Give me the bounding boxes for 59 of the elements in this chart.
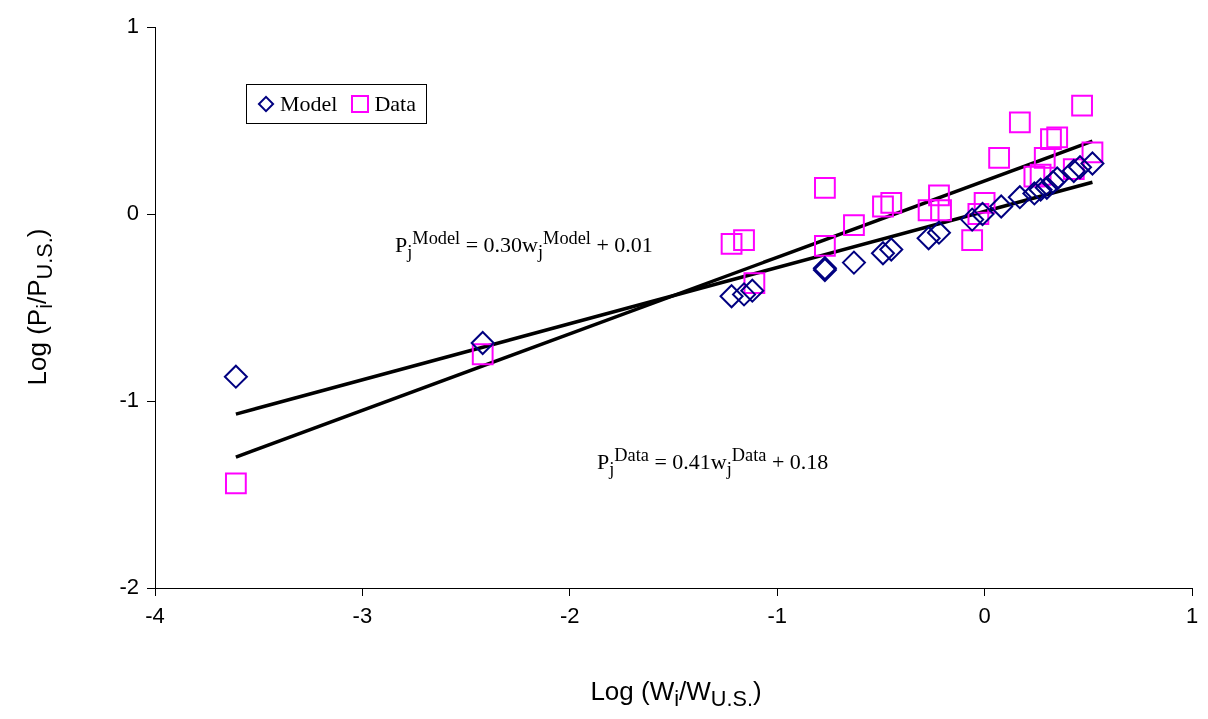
point xyxy=(841,250,866,275)
point xyxy=(928,184,950,207)
point xyxy=(926,220,951,245)
x-tick-label: 0 xyxy=(978,603,991,629)
point xyxy=(1071,94,1093,117)
point xyxy=(224,472,247,495)
point xyxy=(733,229,755,252)
point xyxy=(880,191,903,214)
point xyxy=(1040,128,1062,151)
point xyxy=(970,202,995,226)
y-tick-label: 0 xyxy=(126,200,139,226)
annotation: P$_{j}$$^{Data}$ = 0.41w$_{j}$$^{Data}$ + 0.18 xyxy=(597,445,829,480)
x-tick-label: -2 xyxy=(560,603,580,629)
point xyxy=(989,194,1014,219)
annotation: P$_{j}$$^{Model}$ = 0.30w$_{j}$$^{Model}$ + 0.01 xyxy=(395,228,653,263)
legend-label: Data xyxy=(374,91,416,117)
point xyxy=(223,364,248,389)
x-tick-label: -4 xyxy=(145,603,165,629)
point xyxy=(917,199,940,222)
x-axis-title: Log (W$_{i}$/W$_{U.S.}$) xyxy=(590,676,762,713)
point xyxy=(743,272,766,295)
point xyxy=(1029,163,1052,186)
point xyxy=(973,191,996,214)
point xyxy=(1046,126,1069,149)
point xyxy=(1034,175,1059,200)
point xyxy=(1068,155,1092,180)
point xyxy=(1081,141,1104,164)
point xyxy=(720,233,743,255)
point xyxy=(1033,147,1056,169)
y-tick-label: 1 xyxy=(126,13,139,39)
point xyxy=(814,234,836,257)
y-tick-label: -2 xyxy=(119,574,139,600)
point xyxy=(872,195,894,218)
point xyxy=(1080,151,1105,176)
point xyxy=(870,241,895,266)
legend-label: Model xyxy=(280,91,338,117)
point xyxy=(732,282,757,307)
point xyxy=(1028,177,1053,202)
point xyxy=(719,284,744,309)
point xyxy=(988,147,1011,169)
x-tick-label: -3 xyxy=(352,603,373,629)
x-tick-label: 1 xyxy=(1185,603,1199,629)
point xyxy=(843,214,865,237)
point xyxy=(1023,165,1046,188)
x-tick-label: -1 xyxy=(767,603,787,629)
point xyxy=(930,199,952,222)
point xyxy=(879,237,904,262)
point xyxy=(1007,185,1032,210)
point xyxy=(1008,111,1031,134)
point xyxy=(740,278,765,303)
point xyxy=(470,331,495,356)
point xyxy=(1022,181,1047,206)
y-tick-label: -1 xyxy=(119,387,139,413)
point xyxy=(471,343,494,366)
point xyxy=(967,203,990,225)
point xyxy=(960,207,985,232)
point xyxy=(961,229,984,252)
point xyxy=(814,176,836,199)
point xyxy=(916,226,941,251)
